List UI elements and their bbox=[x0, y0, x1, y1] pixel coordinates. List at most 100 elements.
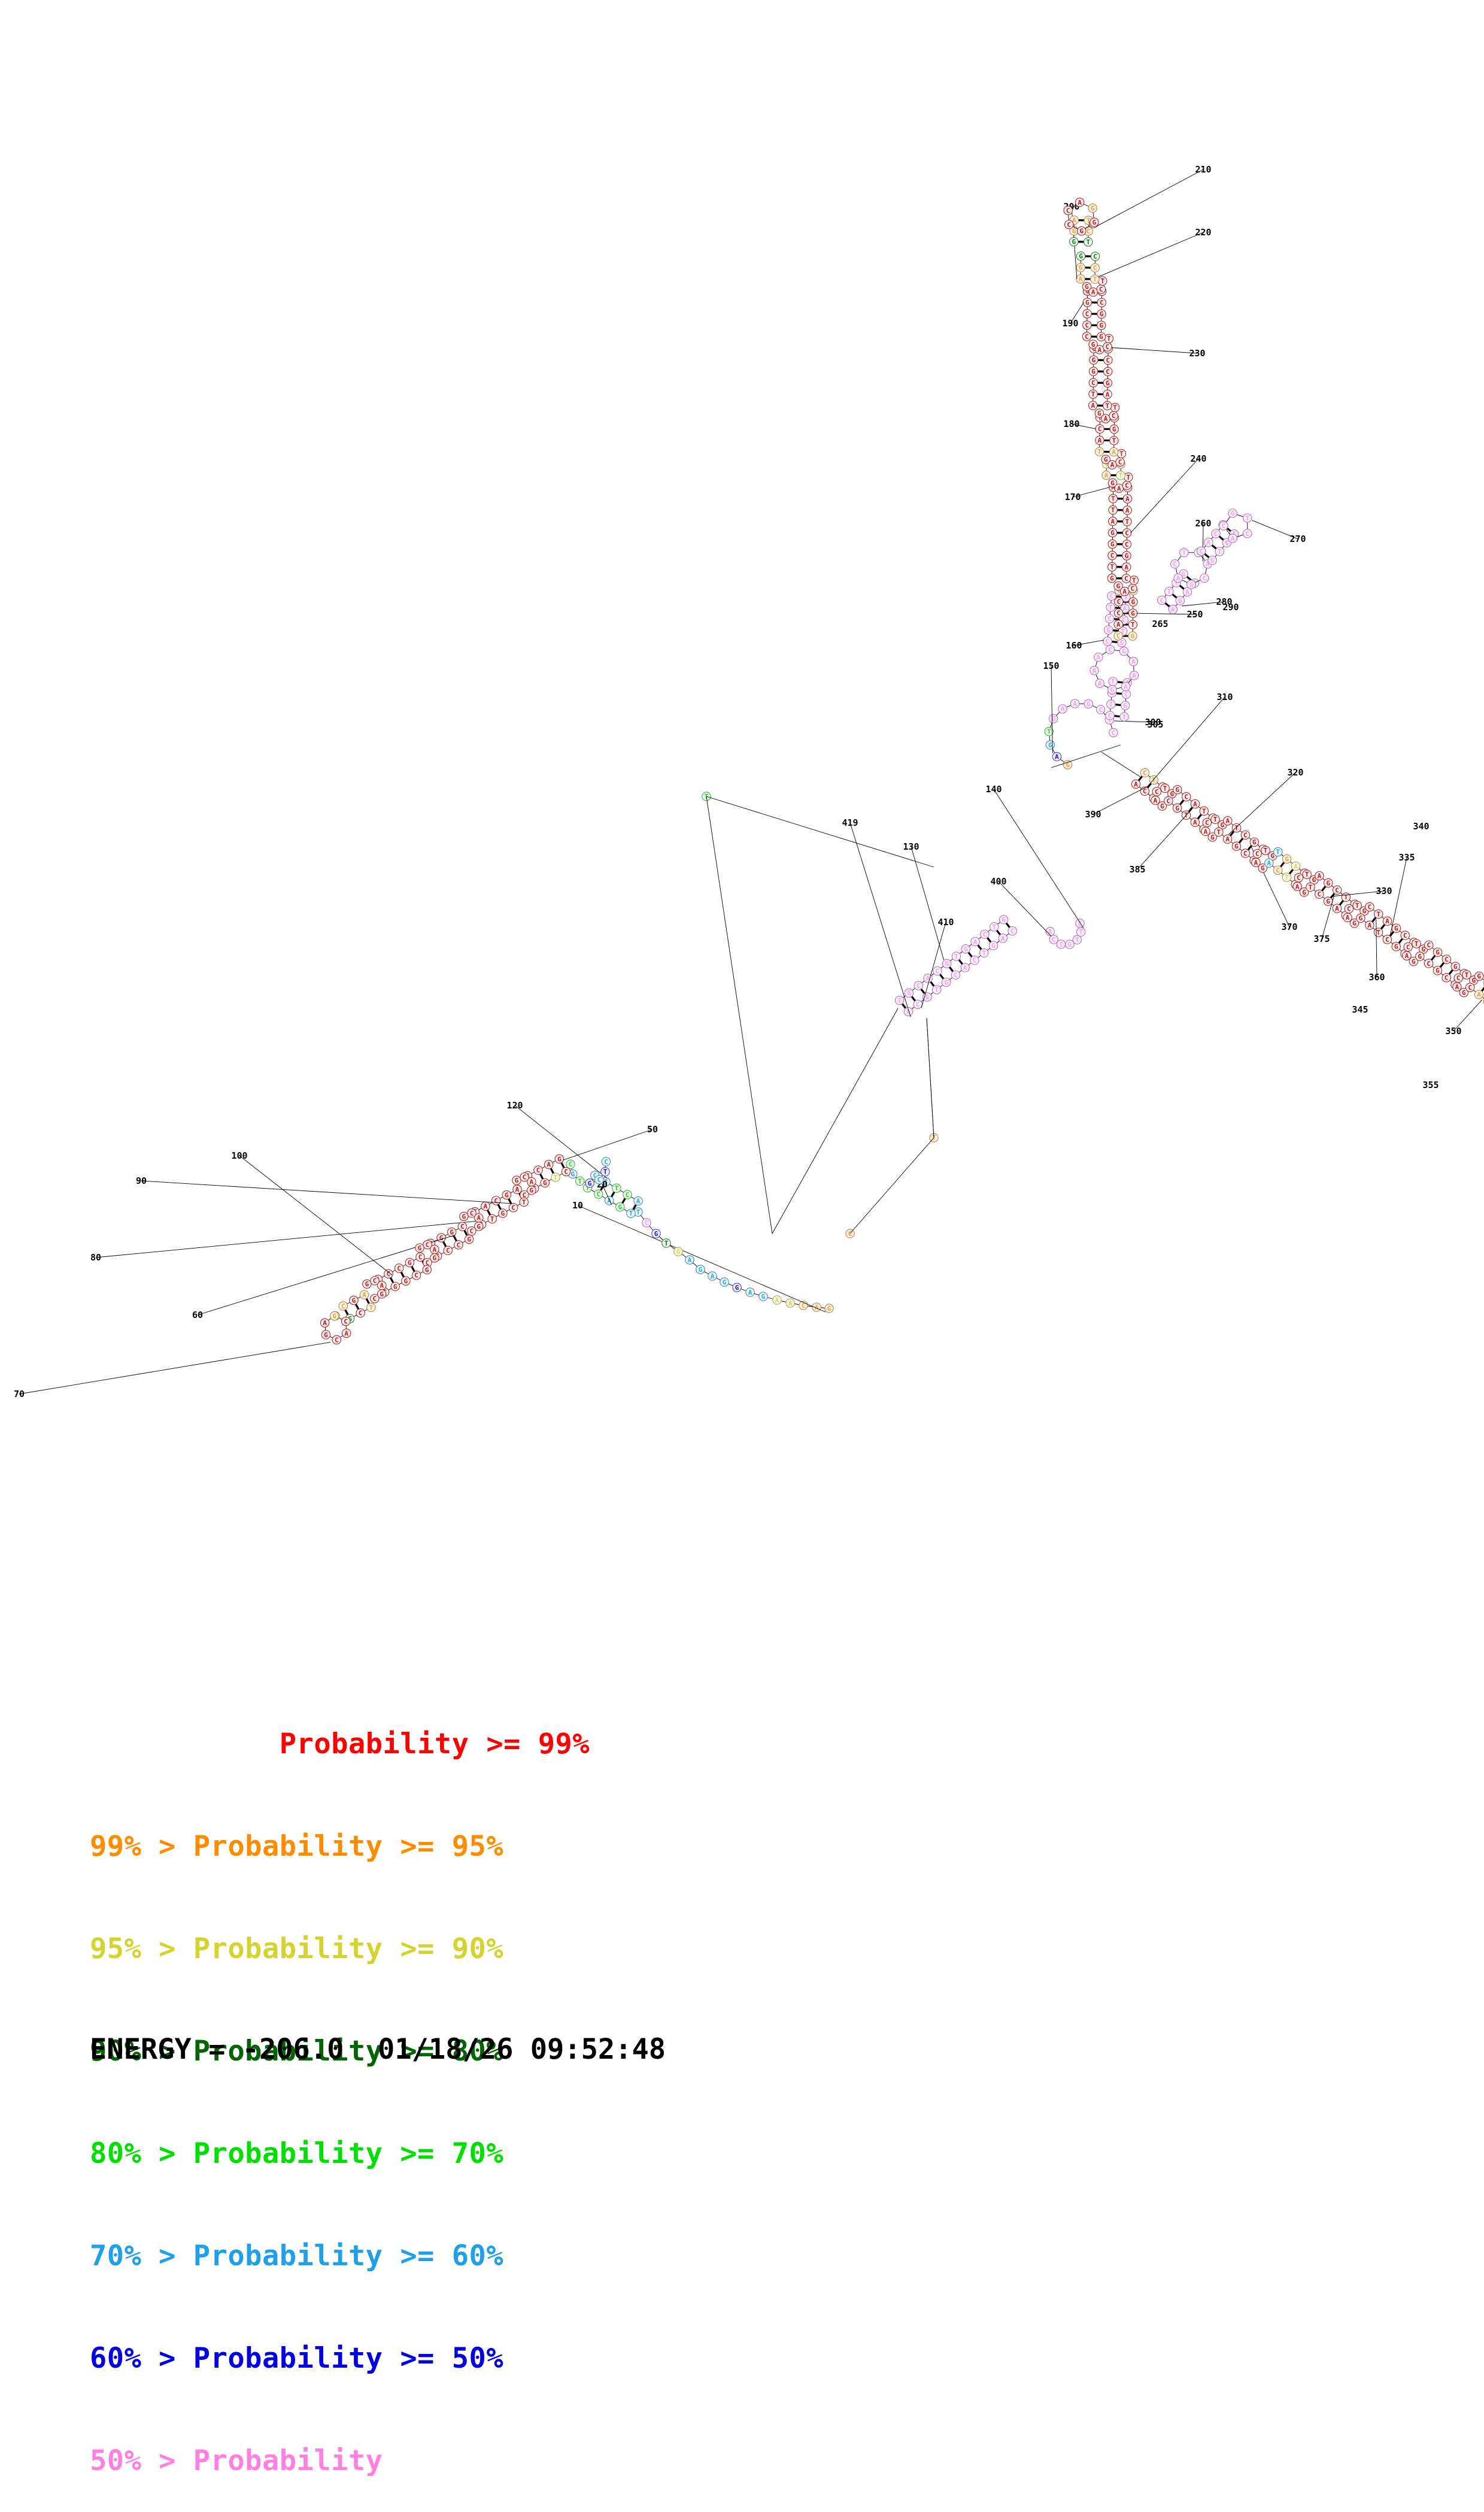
svg-text:C: C bbox=[1087, 228, 1091, 235]
base-A: A bbox=[1094, 653, 1103, 661]
svg-text:C: C bbox=[536, 1166, 541, 1174]
svg-text:G: G bbox=[735, 1284, 739, 1292]
base-G: G bbox=[825, 1304, 833, 1313]
base-A: A bbox=[971, 937, 979, 946]
base-G: G bbox=[499, 1209, 507, 1217]
base-G: G bbox=[1392, 924, 1400, 932]
svg-text:G: G bbox=[1231, 510, 1235, 517]
svg-text:T: T bbox=[636, 1208, 641, 1216]
svg-text:G: G bbox=[1326, 879, 1330, 887]
base-G: G bbox=[1084, 699, 1092, 708]
base-G: G bbox=[512, 1176, 521, 1184]
base-T: T bbox=[1117, 449, 1125, 457]
svg-text:C: C bbox=[1098, 425, 1102, 433]
svg-text:C: C bbox=[1427, 960, 1431, 968]
base-A: A bbox=[1070, 699, 1079, 708]
position-label-310: 310 bbox=[1216, 692, 1233, 702]
svg-text:T: T bbox=[1075, 936, 1079, 944]
base-G: G bbox=[448, 1228, 456, 1236]
svg-text:A: A bbox=[1061, 705, 1065, 713]
svg-text:C: C bbox=[1205, 819, 1209, 827]
svg-text:T: T bbox=[1415, 940, 1419, 948]
base-T: T bbox=[1274, 847, 1282, 856]
svg-text:A: A bbox=[1116, 621, 1121, 629]
svg-text:A: A bbox=[433, 1246, 437, 1253]
svg-text:G: G bbox=[332, 1312, 336, 1320]
svg-text:A: A bbox=[1226, 817, 1230, 825]
svg-text:C: C bbox=[1112, 729, 1116, 737]
base-C: C bbox=[1401, 931, 1409, 940]
svg-text:A: A bbox=[344, 1329, 348, 1337]
position-label-160: 160 bbox=[1066, 640, 1082, 651]
base-A: A bbox=[1095, 679, 1104, 687]
base-A: A bbox=[1089, 288, 1097, 296]
base-A: A bbox=[1109, 447, 1118, 456]
svg-text:G: G bbox=[1092, 356, 1096, 364]
base-pair-bond bbox=[1172, 594, 1176, 598]
svg-text:C: C bbox=[418, 1253, 423, 1261]
svg-text:G: G bbox=[964, 946, 968, 953]
base-C: C bbox=[468, 1227, 476, 1235]
svg-text:G: G bbox=[1210, 834, 1215, 841]
base-A: A bbox=[634, 1196, 642, 1205]
svg-text:T: T bbox=[1309, 883, 1313, 891]
backbone-segment bbox=[706, 796, 934, 867]
svg-text:C: C bbox=[1143, 769, 1147, 777]
svg-text:G: G bbox=[477, 1223, 481, 1231]
base-C: C bbox=[951, 971, 960, 979]
base-C: C bbox=[1083, 321, 1091, 329]
base-A: A bbox=[527, 1177, 536, 1186]
base-T: T bbox=[1374, 910, 1383, 918]
svg-text:G: G bbox=[1112, 426, 1116, 434]
base-C: C bbox=[1197, 547, 1206, 555]
base-pair-bond bbox=[465, 1231, 467, 1235]
svg-text:A: A bbox=[1112, 449, 1116, 456]
svg-text:G: G bbox=[925, 993, 930, 1001]
base-C: C bbox=[416, 1253, 424, 1261]
svg-text:C: C bbox=[1106, 638, 1110, 646]
position-label-100: 100 bbox=[231, 1150, 247, 1161]
position-label-210: 210 bbox=[1195, 164, 1211, 175]
svg-text:A: A bbox=[1455, 983, 1459, 991]
base-pair-bond bbox=[540, 1174, 542, 1178]
svg-text:G: G bbox=[1436, 967, 1440, 975]
base-C: C bbox=[1383, 935, 1391, 944]
svg-text:C: C bbox=[470, 1228, 474, 1235]
svg-text:A: A bbox=[1231, 535, 1235, 543]
base-pair-bond bbox=[1340, 901, 1343, 905]
position-leader-line bbox=[999, 881, 1051, 937]
base-C: C bbox=[1097, 285, 1105, 293]
svg-text:G: G bbox=[1176, 786, 1180, 794]
base-T: T bbox=[1110, 436, 1118, 444]
base-C: C bbox=[1345, 904, 1353, 913]
svg-text:G: G bbox=[1477, 972, 1481, 980]
base-G: G bbox=[1232, 842, 1240, 850]
svg-text:C: C bbox=[426, 1241, 430, 1249]
svg-text:T: T bbox=[369, 1304, 374, 1311]
svg-text:T: T bbox=[1285, 874, 1289, 881]
base-C: C bbox=[1212, 529, 1220, 538]
position-label-120: 120 bbox=[506, 1100, 523, 1111]
svg-text:G: G bbox=[1122, 648, 1126, 656]
base-G: G bbox=[759, 1292, 767, 1301]
base-G: G bbox=[391, 1282, 399, 1290]
base-C: C bbox=[914, 1000, 922, 1008]
svg-text:G: G bbox=[1352, 920, 1356, 928]
svg-text:C: C bbox=[1468, 984, 1472, 992]
base-C: C bbox=[1082, 332, 1091, 341]
base-G: G bbox=[1173, 786, 1182, 794]
svg-text:C: C bbox=[373, 1277, 377, 1285]
svg-text:C: C bbox=[1444, 956, 1449, 963]
svg-text:C: C bbox=[523, 1174, 527, 1181]
position-leader-line bbox=[1131, 459, 1198, 533]
base-A: A bbox=[1108, 460, 1116, 469]
svg-text:A: A bbox=[1294, 862, 1298, 870]
svg-text:T: T bbox=[1109, 701, 1113, 708]
svg-text:G: G bbox=[1091, 205, 1095, 213]
base-T: T bbox=[1091, 275, 1099, 283]
svg-text:T: T bbox=[603, 1168, 608, 1176]
svg-text:C: C bbox=[973, 957, 977, 965]
svg-text:T: T bbox=[934, 986, 939, 994]
position-label-419: 419 bbox=[842, 817, 858, 828]
svg-text:G: G bbox=[1462, 989, 1466, 996]
